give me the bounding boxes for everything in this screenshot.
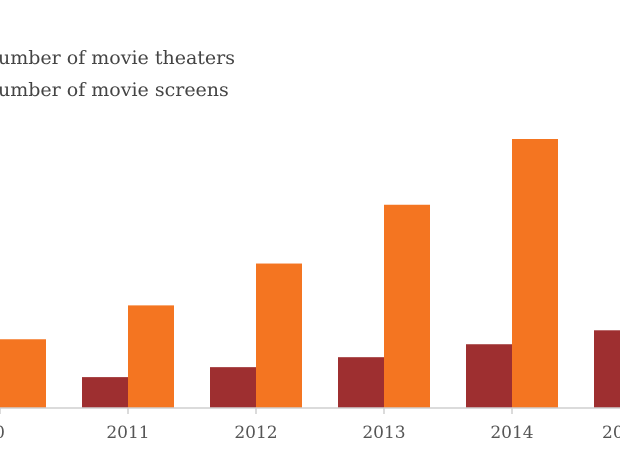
bar-theaters-2014 <box>466 344 512 408</box>
tick-label-2015: 20 <box>602 423 620 443</box>
bar-screens-2011 <box>128 305 174 408</box>
tick-label-2012: 2012 <box>234 423 277 443</box>
bar-theaters-2015 <box>594 330 620 408</box>
legend: umber of movie theaters umber of movie s… <box>0 47 235 101</box>
bars-group <box>0 139 620 408</box>
bar-theaters-2013 <box>338 357 384 408</box>
bar-screens-2010 <box>0 339 46 408</box>
tick-label-2014: 2014 <box>490 423 533 443</box>
bar-screens-2013 <box>384 204 430 408</box>
tick-label-2013: 2013 <box>362 423 405 443</box>
bar-screens-2014 <box>512 139 558 408</box>
bar-theaters-2012 <box>210 367 256 408</box>
legend-label-theaters: umber of movie theaters <box>0 47 235 69</box>
tick-label-2011: 2011 <box>106 423 149 443</box>
x-axis-ticks: 0 2011 2012 2013 2014 20 <box>0 408 620 443</box>
bar-theaters-2011 <box>82 377 128 408</box>
tick-label-2010: 0 <box>0 423 5 443</box>
bar-screens-2012 <box>256 263 302 408</box>
legend-label-screens: umber of movie screens <box>0 79 229 101</box>
